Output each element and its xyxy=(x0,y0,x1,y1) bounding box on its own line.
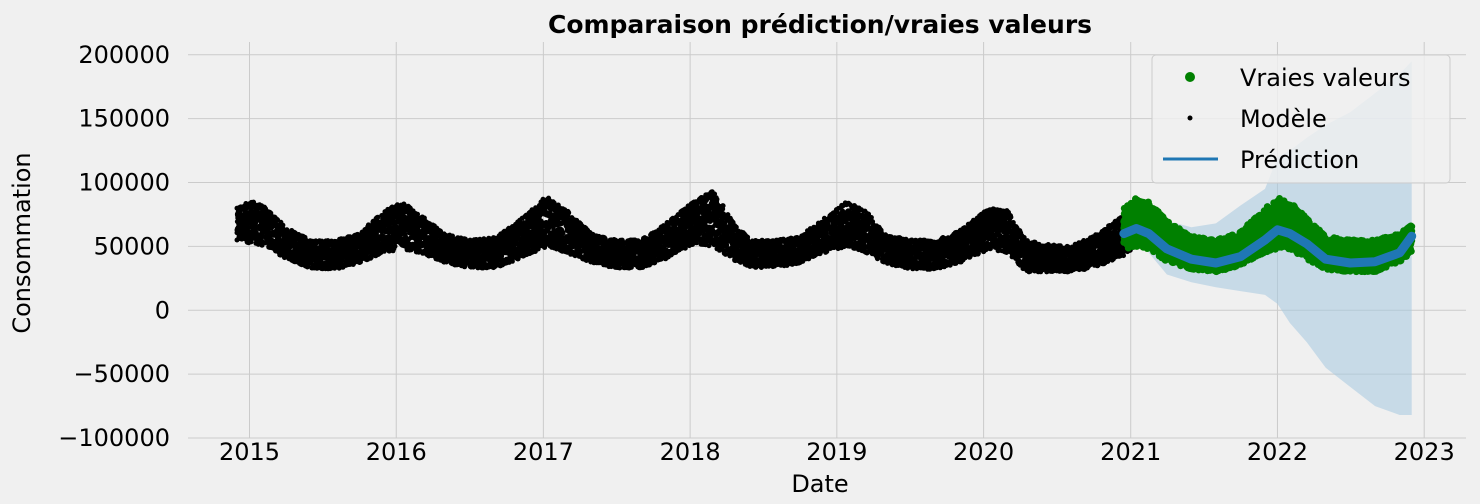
model-point xyxy=(248,239,254,245)
model-point xyxy=(415,211,420,217)
model-points xyxy=(234,189,1133,275)
model-point xyxy=(720,203,726,209)
model-point xyxy=(566,210,572,216)
model-point xyxy=(714,196,720,202)
model-point xyxy=(266,229,272,235)
chart-title: Comparaison prédiction/vraies valeurs xyxy=(548,10,1092,39)
model-point xyxy=(280,222,286,228)
